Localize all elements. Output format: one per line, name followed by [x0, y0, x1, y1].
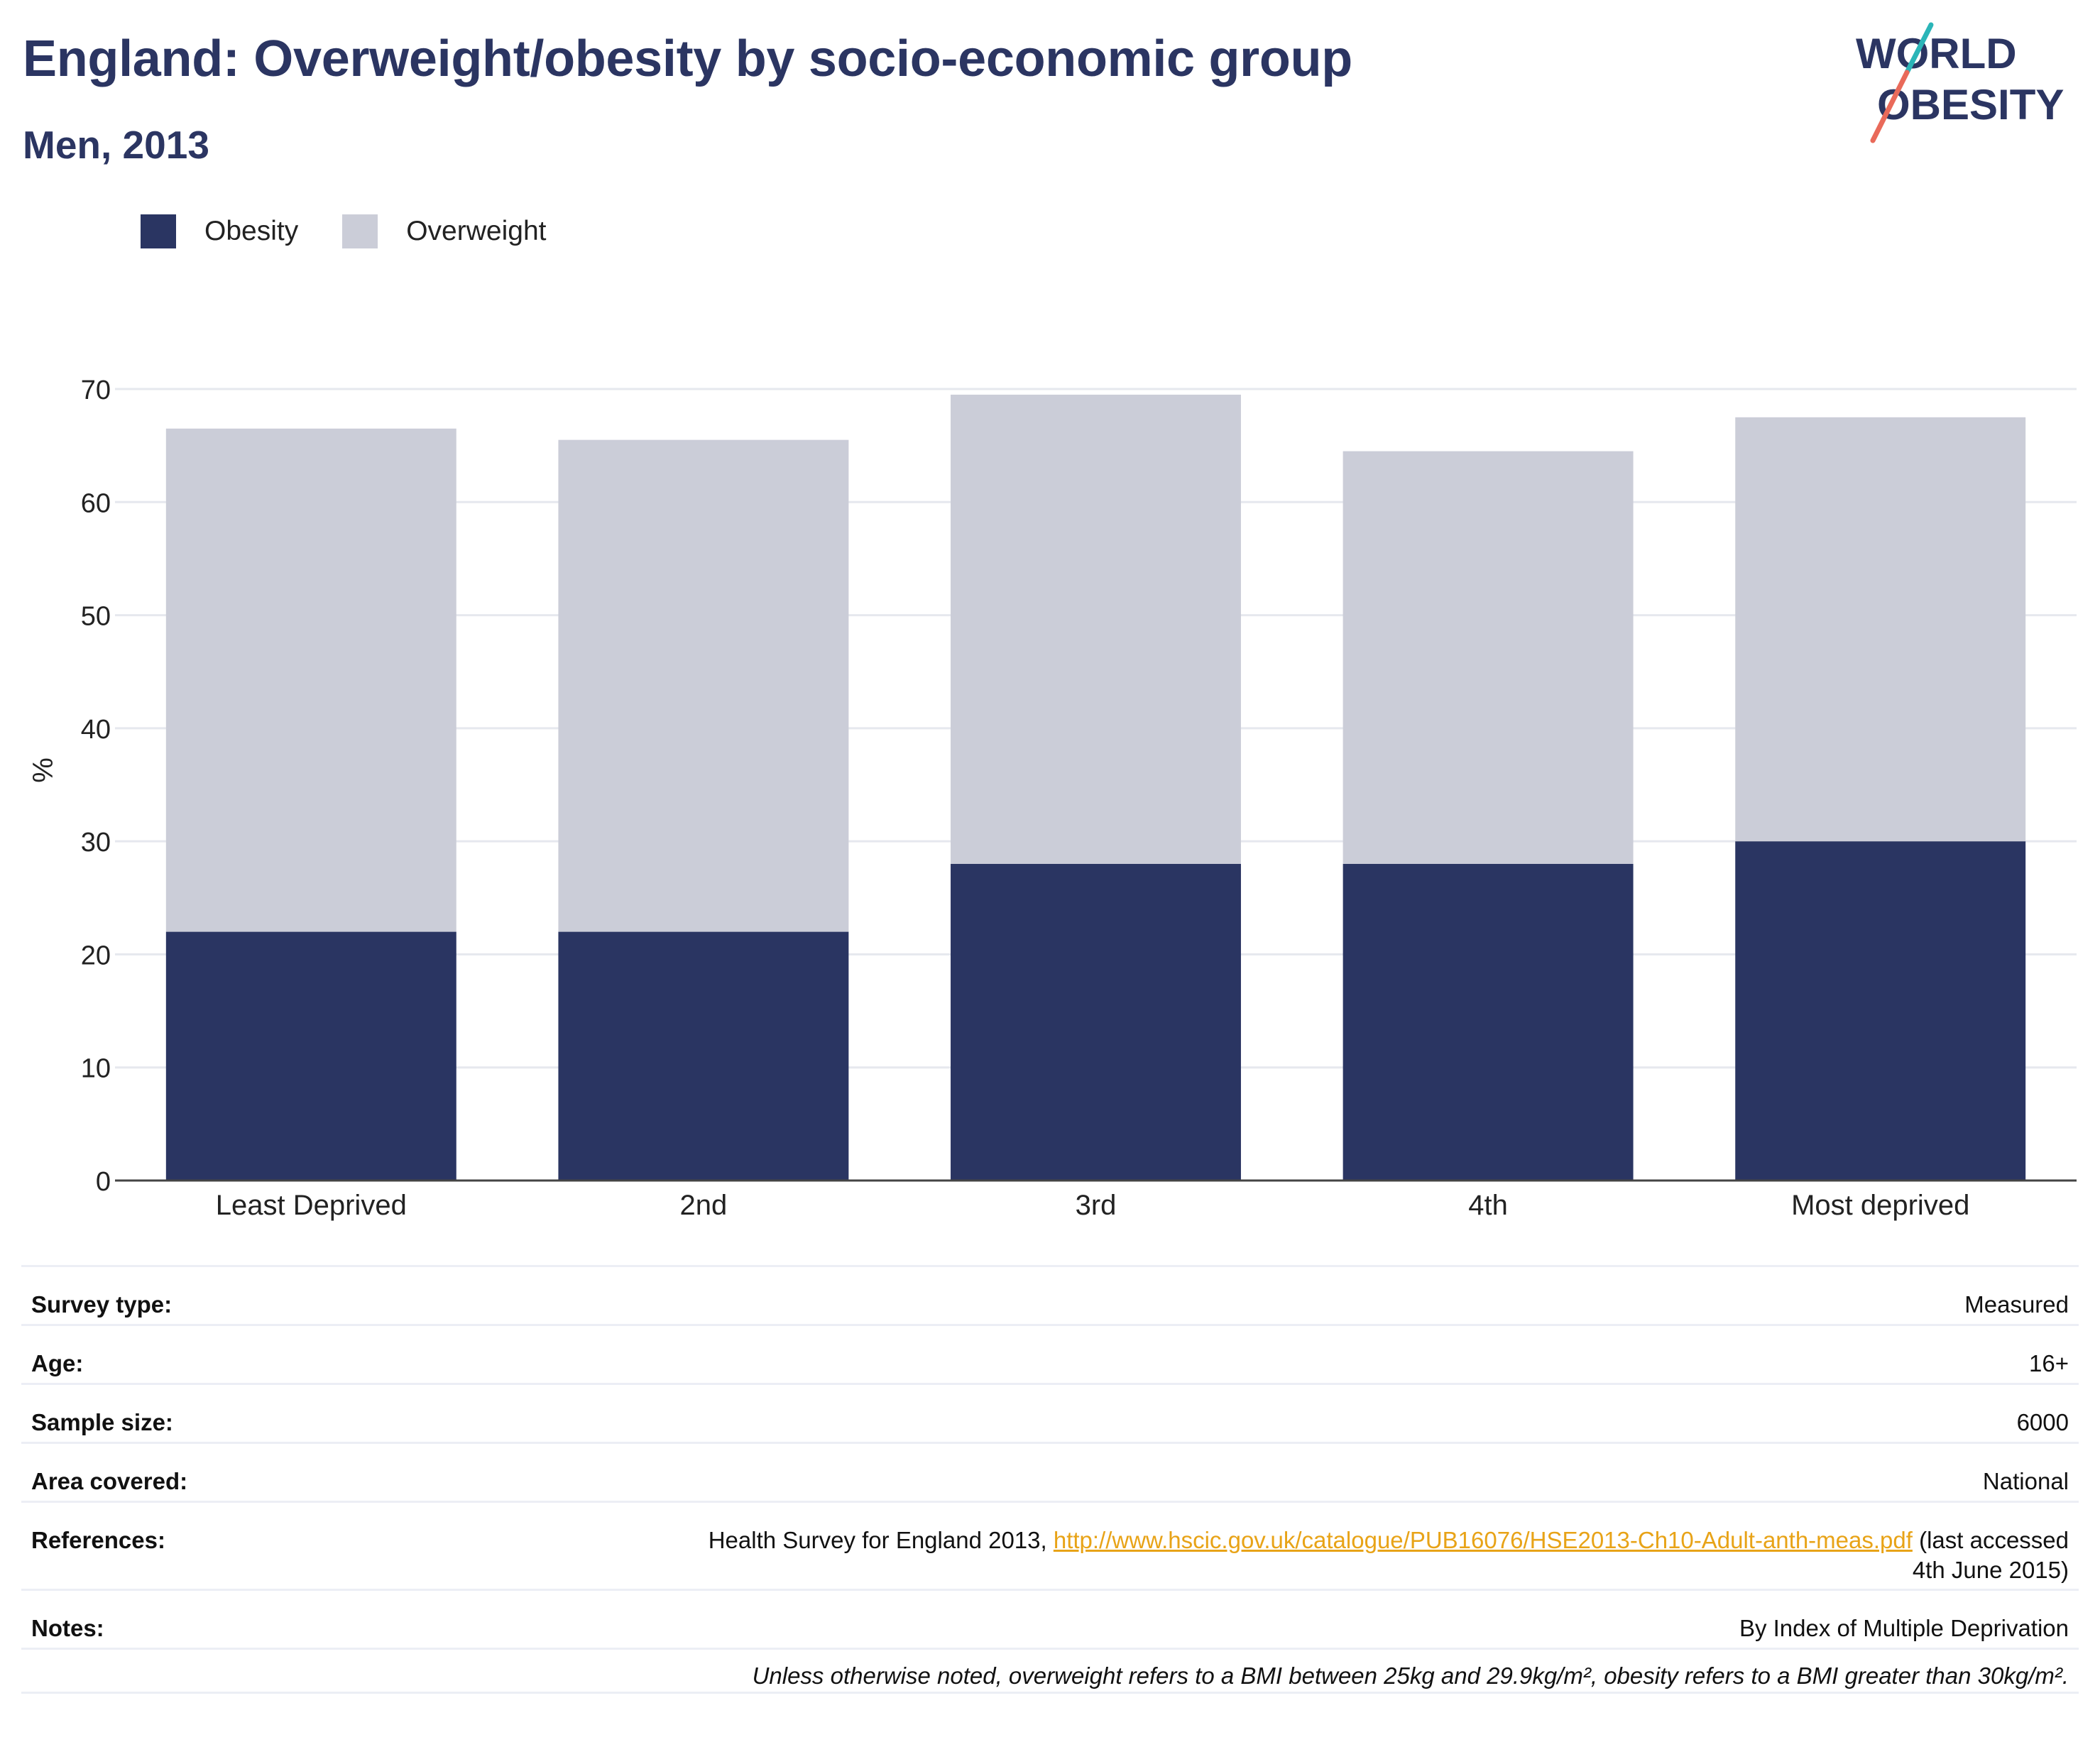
info-label: Survey type:: [31, 1291, 173, 1318]
bar-obesity[interactable]: [1342, 864, 1634, 1181]
bar-overweight[interactable]: [165, 428, 456, 932]
y-tick-label: 0: [96, 1167, 111, 1197]
page-subtitle: Men, 2013: [23, 123, 209, 167]
legend-item-obesity[interactable]: Obesity: [141, 214, 298, 248]
legend-item-overweight[interactable]: Overweight: [342, 214, 546, 248]
reference-accessed-date: 4th June 2015): [1912, 1557, 2069, 1583]
reference-text: Health Survey for England 2013,: [708, 1527, 1054, 1553]
info-value: National: [1982, 1468, 2069, 1494]
info-row-sample-size: Sample size: 6000: [21, 1383, 2079, 1442]
y-tick-label: 40: [81, 715, 111, 745]
info-value: By Index of Multiple Deprivation: [1739, 1615, 2069, 1641]
info-row-survey-type: Survey type: Measured: [21, 1265, 2079, 1324]
stacked-bar-chart: 0 10 20 30 40 50 60 70 Least Deprived 2nd 3rd 4th Mo…: [28, 376, 2077, 1221]
x-tick-label: 4th: [1468, 1190, 1508, 1221]
info-value: Measured: [1964, 1291, 2069, 1318]
info-label: Sample size:: [31, 1409, 173, 1435]
reference-link[interactable]: http://www.hscic.gov.uk/catalogue/PUB160…: [1053, 1527, 1913, 1553]
logo-line2: OBESITY: [1877, 81, 2064, 128]
info-label: References:: [31, 1527, 165, 1553]
x-tick-label: 3rd: [1076, 1190, 1117, 1221]
x-tick-label: Most deprived: [1791, 1190, 1969, 1221]
info-row-area: Area covered: National: [21, 1442, 2079, 1501]
bar-obesity[interactable]: [951, 864, 1241, 1181]
y-tick-label: 70: [81, 376, 111, 405]
logo-teal-stroke: [1904, 22, 1934, 75]
y-axis-label: %: [28, 757, 59, 783]
reference-accessed: (last accessed: [1912, 1527, 2069, 1553]
y-tick-label: 20: [81, 941, 111, 970]
world-obesity-logo: WORLD OBESITY: [1856, 22, 2064, 143]
info-value: 16+: [2029, 1350, 2069, 1376]
y-tick-label: 10: [81, 1054, 111, 1084]
info-label: Area covered:: [31, 1468, 188, 1494]
bar-overweight[interactable]: [1735, 417, 2026, 842]
chart-legend: Obesity Overweight: [141, 210, 590, 253]
x-tick-label: Least Deprived: [216, 1190, 407, 1221]
y-tick-label: 60: [81, 488, 111, 518]
bar-obesity[interactable]: [165, 931, 456, 1181]
info-row-age: Age: 16+: [21, 1324, 2079, 1383]
page-title: England: Overweight/obesity by socio-eco…: [23, 31, 1352, 87]
y-tick-label: 30: [81, 828, 111, 858]
legend-label-overweight: Overweight: [406, 216, 547, 246]
info-label: Age:: [31, 1350, 84, 1376]
x-tick-label: 2nd: [680, 1190, 728, 1221]
bar-obesity[interactable]: [558, 931, 849, 1181]
info-label: Notes:: [31, 1615, 104, 1641]
bar-overweight[interactable]: [1342, 451, 1634, 864]
references-value: Health Survey for England 2013, http://w…: [709, 1503, 2069, 1585]
bar-overweight[interactable]: [558, 439, 849, 932]
info-value: 6000: [2016, 1409, 2069, 1435]
bar-overweight[interactable]: [951, 394, 1241, 864]
legend-swatch-overweight: [342, 214, 378, 248]
survey-info-table: Survey type: Measured Age: 16+ Sample si…: [21, 1265, 2079, 1694]
info-row-references: References: Health Survey for England 20…: [21, 1501, 2079, 1589]
logo-line1: WORLD: [1856, 30, 2017, 77]
legend-label-obesity: Obesity: [204, 216, 299, 246]
bmi-footnote: Unless otherwise noted, overweight refer…: [21, 1648, 2079, 1694]
bar-obesity[interactable]: [1735, 841, 2026, 1181]
legend-swatch-obesity: [141, 214, 176, 248]
y-tick-label: 50: [81, 602, 111, 632]
logo-coral-stroke: [1870, 70, 1910, 143]
info-row-notes: Notes: By Index of Multiple Deprivation: [21, 1589, 2079, 1648]
